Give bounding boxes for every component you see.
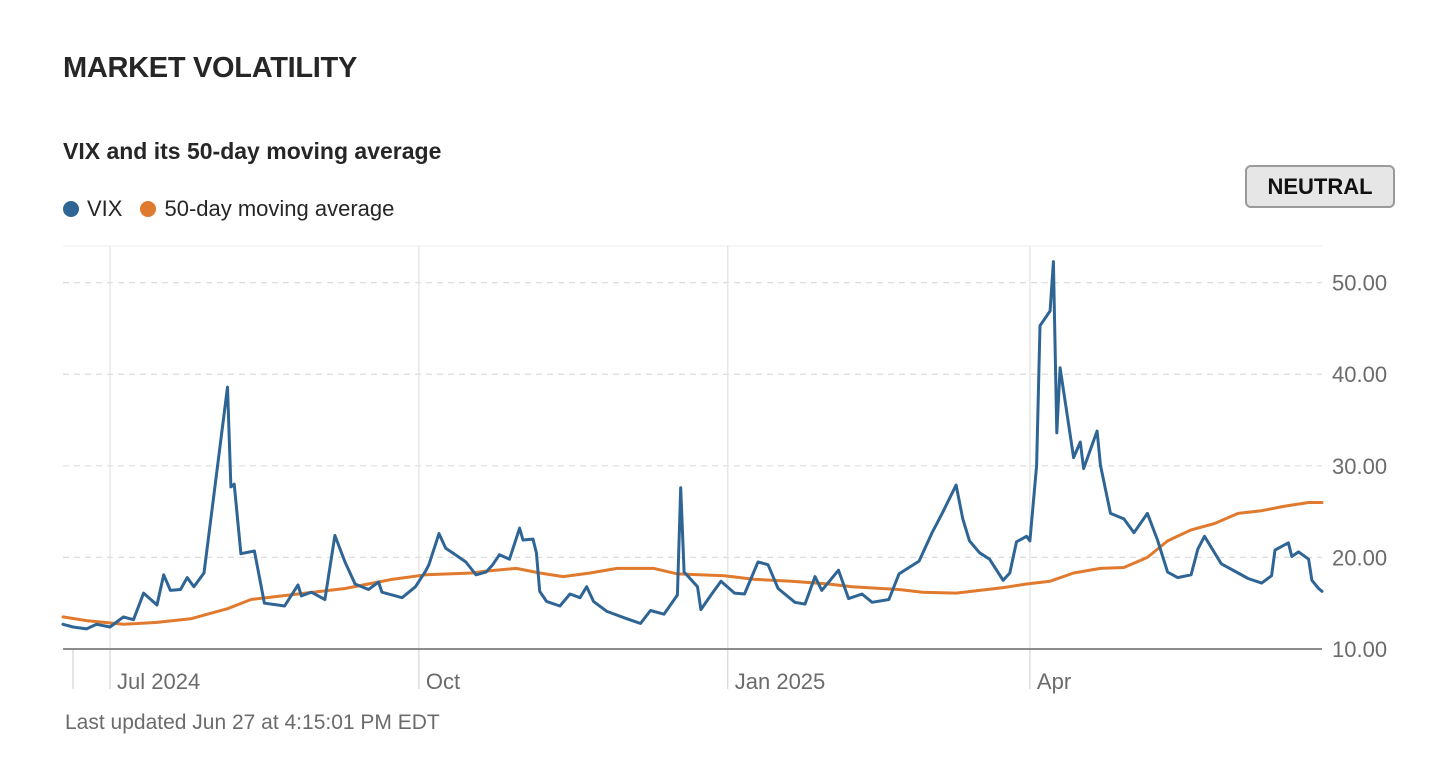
- chart-title: VIX and its 50-day moving average: [63, 138, 442, 164]
- legend-label: VIX: [87, 196, 123, 221]
- last-updated-text: Last updated Jun 27 at 4:15:01 PM EDT: [65, 711, 440, 734]
- page-title: MARKET VOLATILITY: [63, 52, 358, 84]
- y-tick-label: 50.00: [1332, 271, 1387, 296]
- legend-item-moving-average[interactable]: 50-day moving average: [140, 196, 394, 222]
- axis-layer: 10.00 20.00 30.00 40.00 50.00 Jul 2024 Oct Jan …: [63, 271, 1387, 694]
- moving-average-series-line: [61, 501, 1324, 626]
- grid-layer: [63, 245, 1322, 649]
- legend-item-vix[interactable]: VIX: [63, 196, 122, 222]
- x-tick-label: Jul 2024: [117, 669, 200, 694]
- vix-series-line: [61, 260, 1324, 631]
- legend-dot-icon: [63, 201, 79, 217]
- y-tick-label: 20.00: [1332, 545, 1387, 570]
- y-tick-label: 10.00: [1332, 637, 1387, 662]
- series-layer: [61, 260, 1324, 631]
- y-tick-label: 30.00: [1332, 454, 1387, 479]
- legend-dot-icon: [140, 201, 157, 217]
- x-tick-label: Oct: [426, 669, 460, 694]
- x-tick-label: Jan 2025: [735, 669, 826, 694]
- chart-legend: VIX 50-day moving average: [63, 196, 412, 222]
- status-badge: NEUTRAL: [1245, 165, 1395, 208]
- legend-label: 50-day moving average: [164, 196, 395, 221]
- x-tick-label: Apr: [1037, 669, 1071, 694]
- y-tick-label: 40.00: [1332, 362, 1387, 387]
